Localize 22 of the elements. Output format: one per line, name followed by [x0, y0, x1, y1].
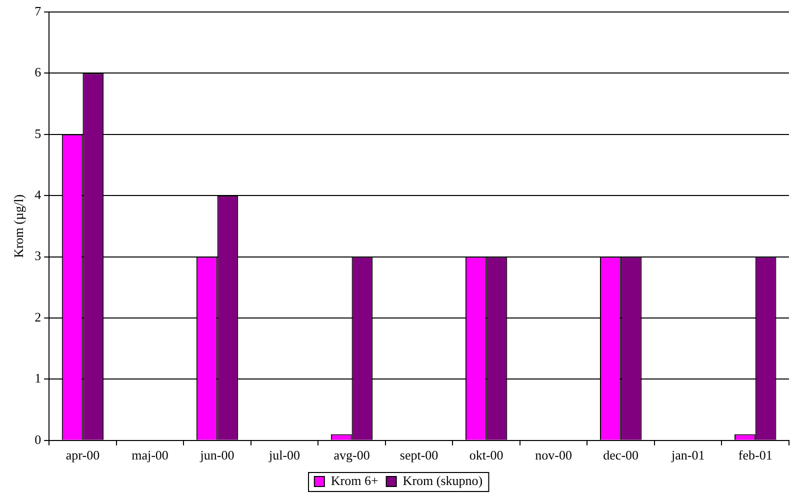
x-tick-label: avg-00: [334, 448, 370, 463]
legend-label: Krom (skupno): [402, 472, 483, 488]
x-tick-label: dec-00: [603, 448, 639, 463]
x-tick-label: apr-00: [66, 448, 100, 463]
x-tick-label: maj-00: [132, 448, 168, 463]
y-tick-label: 1: [34, 370, 42, 386]
x-tick-label: nov-00: [535, 448, 572, 463]
x-tick-label: jun-00: [199, 448, 234, 463]
x-tick-label: feb-01: [738, 448, 772, 463]
y-tick-label: 3: [34, 248, 42, 264]
x-tick-label: jul-00: [268, 448, 300, 463]
y-tick-label: 6: [34, 64, 42, 80]
y-tick-label: 2: [34, 309, 42, 324]
y-tick-label: 4: [34, 187, 42, 202]
y-tick-label: 5: [34, 126, 42, 141]
y-axis-title: Krom (µg/l): [11, 194, 26, 258]
x-tick-label: sept-00: [400, 448, 438, 463]
y-tick-label: 7: [34, 3, 42, 18]
x-tick-label: okt-00: [469, 448, 504, 463]
y-tick-label: 0: [34, 432, 42, 447]
x-tick-label: jan-01: [670, 448, 705, 463]
legend-label: Krom 6+: [330, 472, 378, 488]
